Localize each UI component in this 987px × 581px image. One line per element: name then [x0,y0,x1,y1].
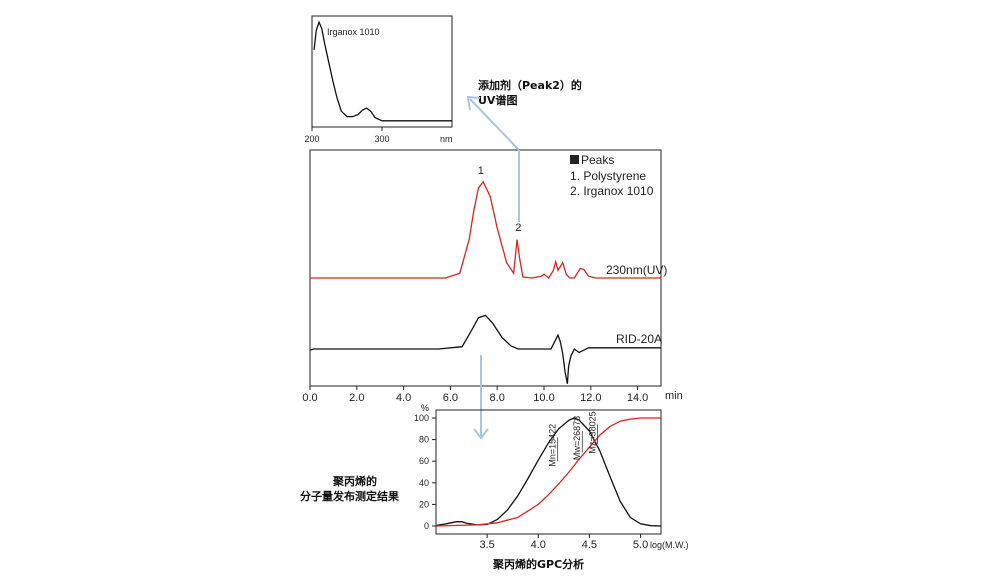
chromatogram-x-ticks: 0.0 2.0 4.0 6.0 8.0 10.0 12.0 14.0 [302,386,648,404]
uv-title: Irganox 1010 [327,27,380,37]
uv-x-ticks: 200 300 [304,127,390,144]
mw-y-tick-label: 0 [424,521,429,531]
mw-distribution-chart: % 0 20 40 60 80 100 3.5 4.0 4.5 5.0 log(M.W.) Mn… [414,403,689,551]
mw-marker-label: Mw=26878 [572,416,582,460]
uv-x-tick-label: 300 [374,134,389,144]
mw-y-tick-label: 100 [414,413,429,423]
mw-y-tick-label: 40 [419,478,429,488]
legend-square-icon [570,155,579,164]
chromatogram-x-tick-label: 14.0 [627,392,648,404]
mw-average-markers: Mn=15422 Mw=26878 Mz=38025 [548,411,598,467]
pp-mw-line1: 聚丙烯的 [332,474,377,488]
uv-x-label: nm [440,134,453,144]
pp-mw-line2: 分子量发布测定结果 [300,489,399,503]
arrow-to-uv [466,95,520,222]
mw-x-ticks: 3.5 4.0 4.5 5.0 [479,534,648,551]
mw-marker-label: Mz=38025 [588,411,598,453]
mw-x-tick-label: 3.5 [479,539,494,551]
arrow-to-mw [473,355,489,440]
chromatogram-x-tick-label: 6.0 [443,392,458,404]
peak-label-2: 2 [515,222,521,234]
legend-item-2: 2. Irganox 1010 [570,184,654,198]
mw-y-tick-label: 80 [419,435,429,445]
legend-title: Peaks [581,153,614,167]
uv-spectrum-chart: Irganox 1010 200 300 nm [304,15,453,144]
chromatogram-chart: 0.0 2.0 4.0 6.0 8.0 10.0 12.0 14.0 min 1 2 Peak… [302,149,683,404]
mw-y-ticks: 0 20 40 60 80 100 [414,413,436,531]
chromatogram-x-tick-label: 4.0 [396,392,411,404]
legend-item-1: 1. Polystyrene [570,169,646,183]
rid-20a-trace [309,314,661,384]
mw-cumulative-line [435,417,661,527]
mw-y-tick-label: 20 [419,499,429,509]
chromatogram-x-tick-label: 2.0 [349,392,364,404]
peak2-uv-title-line2: UV谱图 [478,93,517,107]
chromatogram-x-tick-label: 0.0 [302,392,317,404]
uv-230nm-trace [310,180,661,279]
uv-x-tick-label: 200 [304,134,319,144]
chromatogram-x-tick-label: 8.0 [490,392,505,404]
chromatogram-frame [309,149,662,387]
mw-marker-label: Mn=15422 [548,424,558,467]
mw-x-tick-label: 5.0 [633,539,648,551]
mw-x-tick-label: 4.0 [531,539,546,551]
uv-trace-label: 230nm(UV) [606,263,667,277]
chromatogram-x-label: min [665,390,683,402]
mw-x-label: log(M.W.) [650,540,689,550]
chromatogram-x-tick-label: 10.0 [533,392,554,404]
mw-y-tick-label: 60 [419,456,429,466]
peak2-uv-title-line1: 添加剂（Peak2）的 [478,78,582,92]
uv-series-line [313,20,452,122]
mw-y-label: % [421,403,429,413]
ri-trace-label: RID-20A [616,332,662,346]
mw-frame [435,409,662,535]
gpc-caption: 聚丙烯的GPC分析 [492,557,584,571]
mw-x-tick-label: 4.5 [582,539,597,551]
peak-label-1: 1 [478,165,484,177]
chromatogram-x-tick-label: 12.0 [580,392,601,404]
mw-distribution-line [435,417,662,527]
